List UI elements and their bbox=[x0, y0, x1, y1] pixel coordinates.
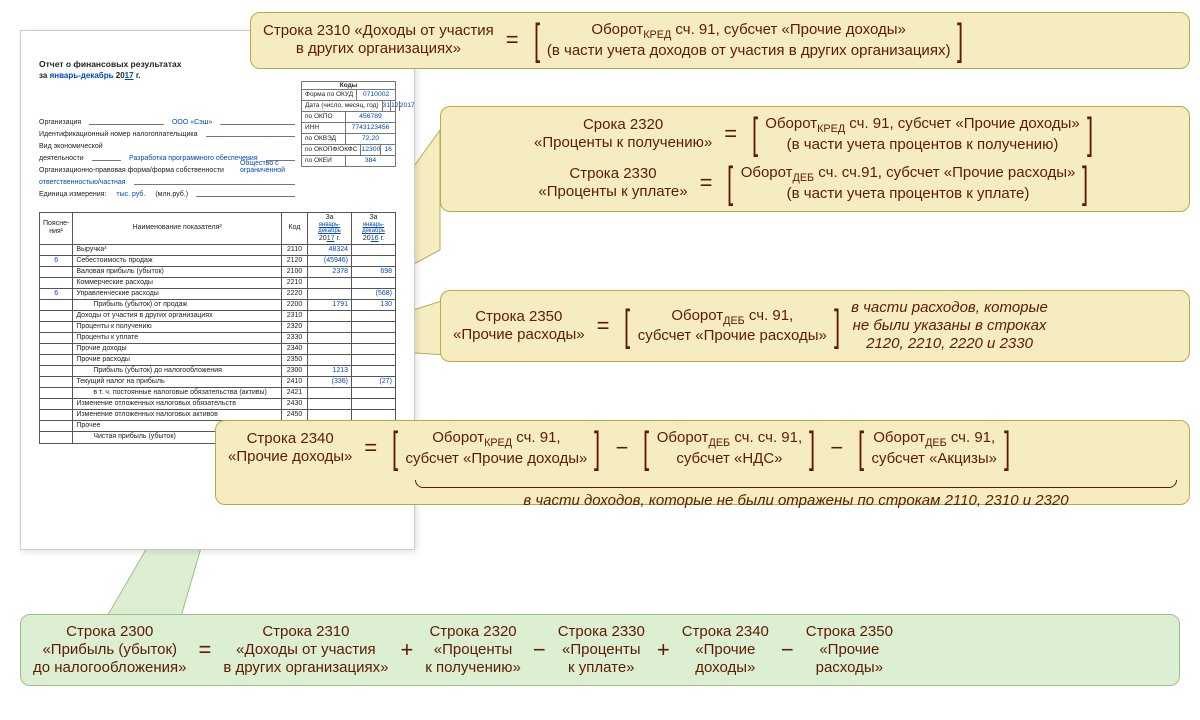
formula-2320-2330: Срока 2320 «Проценты к получению» = [ Об… bbox=[440, 106, 1190, 212]
doc-header-fields: ОрганизацияООО «Сэш» Идентификационный н… bbox=[39, 114, 299, 198]
underbrace-label-2340: в части доходов, которые не были отражен… bbox=[415, 492, 1177, 509]
table-row: Доходы от участия в других организациях2… bbox=[40, 310, 396, 321]
table-row: Текущий налог на прибыль2410(336)(27) bbox=[40, 377, 396, 388]
formula-2300: Строка 2300«Прибыль (убыток)до налогообл… bbox=[20, 614, 1180, 686]
table-row: Прибыль (убыток) до налогообложения23001… bbox=[40, 366, 396, 377]
table-row: 6Себестоимость продаж2120(45946) bbox=[40, 255, 396, 266]
table-row: Изменение отложенных налоговых обязатель… bbox=[40, 399, 396, 410]
formula-2350: Строка 2350 «Прочие расходы» = [ ОборотД… bbox=[440, 290, 1190, 362]
table-row: Прочие доходы2340 bbox=[40, 344, 396, 355]
underbrace-2340 bbox=[415, 480, 1177, 488]
formula-2310: Строка 2310 «Доходы от участия в других … bbox=[250, 12, 1190, 69]
table-row: Выручка³211048324 bbox=[40, 244, 396, 255]
table-row: Проценты к получению2320 bbox=[40, 322, 396, 333]
table-row: Валовая прибыль (убыток)21002378698 bbox=[40, 266, 396, 277]
table-row: Прибыль (убыток) от продаж22001791130 bbox=[40, 299, 396, 310]
doc-codes-col: Коды Форма по ОКУД0710002 Дата (число, м… bbox=[301, 81, 396, 167]
doc-period: за январь-декабрь 2017 г. bbox=[39, 71, 396, 80]
table-row: Прочие расходы2350 bbox=[40, 355, 396, 366]
table-row: 6Управленческие расходы2220(568) bbox=[40, 288, 396, 299]
table-row: в т. ч. постоянные налоговые обязательст… bbox=[40, 388, 396, 399]
doc-table: Поясне- ния¹ Наименование показателя² Ко… bbox=[39, 212, 396, 444]
table-row: Проценты к уплате2330 bbox=[40, 333, 396, 344]
table-row: Коммерческие расходы2210 bbox=[40, 277, 396, 288]
